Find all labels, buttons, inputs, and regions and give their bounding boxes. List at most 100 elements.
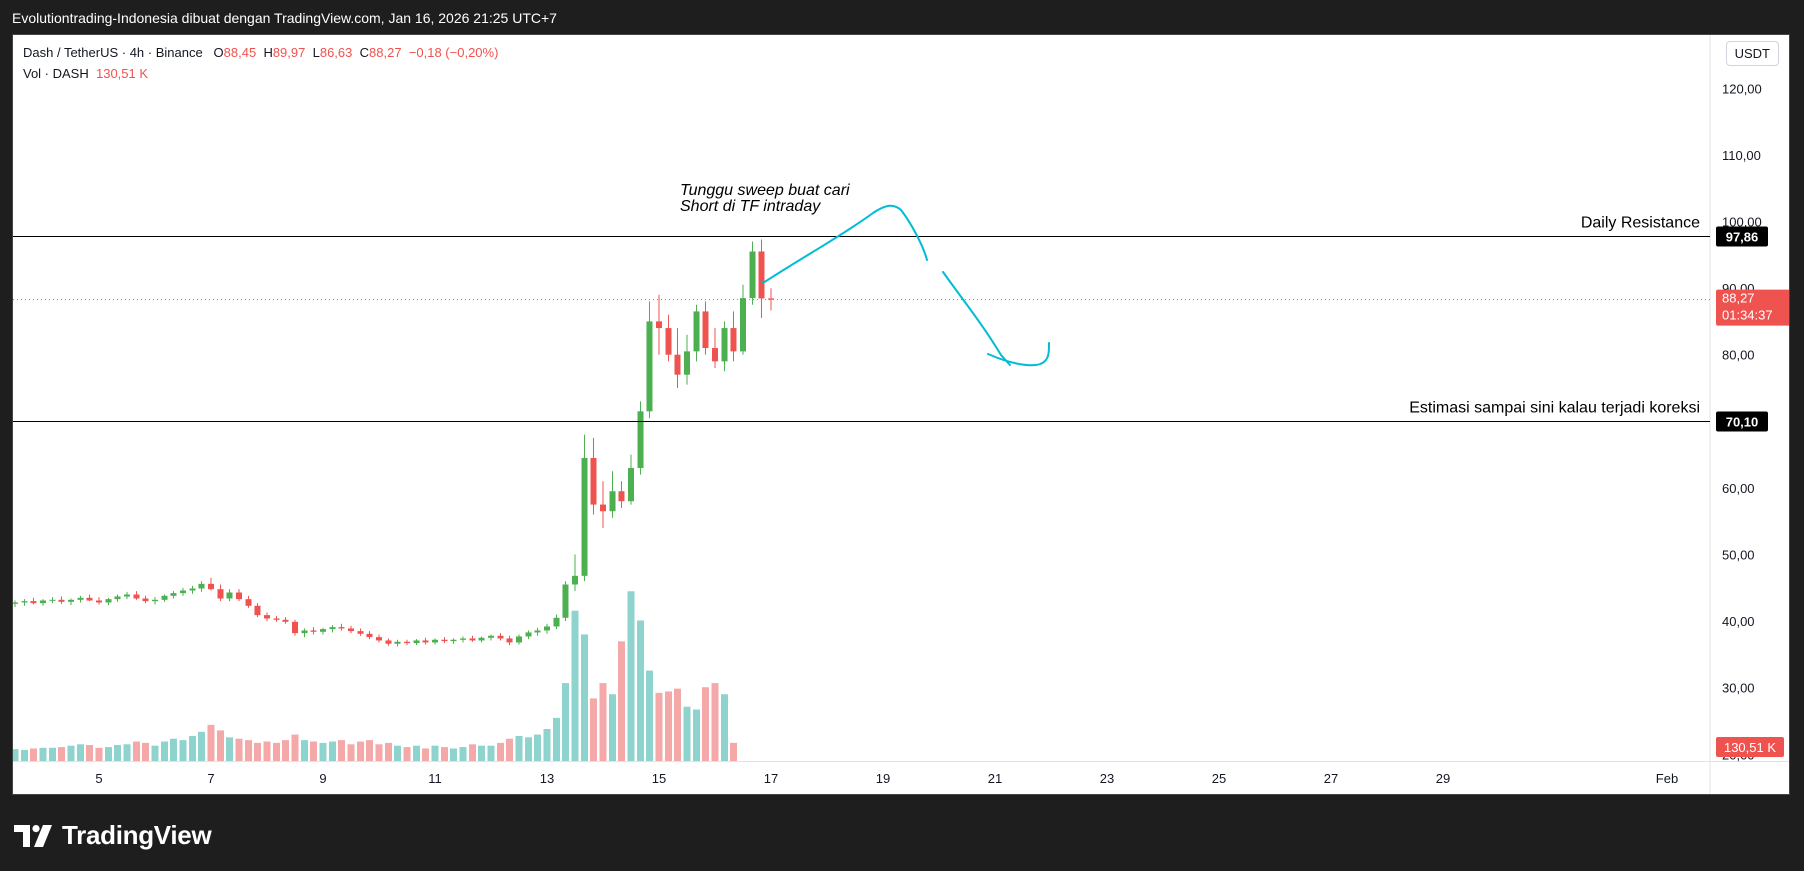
candle-body (376, 637, 382, 641)
candle-body (600, 504, 606, 512)
candle-body (693, 311, 700, 352)
legend-open-label: O (213, 45, 224, 60)
volume-bar (57, 747, 65, 761)
level-caption: Daily Resistance (1581, 215, 1700, 232)
y-tick-label: 120,00 (1722, 81, 1762, 96)
volume-bar (197, 731, 205, 761)
volume-bar (273, 742, 281, 761)
volume-bar (39, 747, 47, 761)
y-tick-label: 110,00 (1722, 148, 1761, 163)
volume-bar (179, 740, 187, 761)
legend-close-label: C (359, 45, 370, 60)
candle-body (264, 615, 270, 619)
price-labels-group: 97,86 70,10 88,27 01:34:37 130,51 K (1716, 226, 1789, 757)
candle-body (460, 638, 466, 640)
candle-body (478, 637, 485, 641)
candle-body (320, 629, 326, 632)
volume-bar (561, 683, 569, 761)
volume-bar (301, 740, 309, 761)
volume-bar (393, 745, 401, 761)
candle-body (30, 601, 37, 604)
candle-body (525, 632, 532, 637)
candle-body (49, 599, 56, 601)
volume-bar (141, 742, 149, 761)
x-tick-label: 5 (95, 771, 102, 786)
current-price-label-bg (1716, 289, 1789, 326)
volume-bar (693, 709, 701, 761)
candle-body (432, 639, 438, 643)
legend-high-value: 89,97 (272, 45, 306, 60)
legend-vol-label: Vol · DASH (23, 66, 89, 81)
volume-bar (469, 744, 477, 761)
candle-body (124, 594, 130, 597)
candles-group (13, 239, 774, 647)
annotation-line-2: Short di TF intraday (680, 198, 821, 215)
candle-body (133, 594, 140, 599)
volume-bar (655, 692, 663, 761)
volume-bar (357, 741, 365, 761)
candlestick-chart[interactable]: 120,00110,00100,0090,0080,0070,0060,0050… (13, 35, 1789, 794)
volume-bar (441, 747, 449, 761)
candle-body (749, 251, 756, 299)
candle-body (562, 584, 569, 618)
candle-body (170, 593, 177, 596)
volume-bar (169, 738, 177, 761)
volume-bar (449, 748, 457, 761)
legend-volume: Vol · DASH 130,51 K (23, 66, 148, 81)
volume-bar (319, 742, 327, 761)
x-tick-label: 19 (876, 771, 890, 786)
volume-bar (105, 747, 113, 761)
x-tick-label: 21 (988, 771, 1002, 786)
candle-body (161, 595, 168, 600)
y-tick-label: 80,00 (1722, 348, 1755, 363)
projection-path-up (762, 204, 928, 284)
candle-body (488, 635, 494, 638)
volume-bar (599, 683, 607, 761)
candle-body (217, 589, 224, 599)
candle-body (338, 627, 345, 629)
volume-bar (505, 738, 513, 761)
countdown-label: 01:34:37 (1722, 308, 1773, 323)
volume-bar (665, 691, 673, 761)
candle-body (282, 619, 289, 622)
volume-bar (581, 634, 589, 761)
volume-bar (347, 744, 355, 761)
legend-low-label: L (312, 45, 320, 60)
volume-bar (459, 747, 467, 761)
candle-body (366, 633, 373, 638)
candle-body (385, 640, 392, 644)
candle-body (758, 251, 765, 299)
volume-bar (729, 742, 737, 761)
x-tick-label: 17 (764, 771, 778, 786)
candle-body (301, 630, 308, 634)
y-tick-label: 30,00 (1722, 681, 1755, 696)
candle-body (469, 638, 476, 641)
volume-bar (309, 741, 317, 761)
volume-bar (589, 698, 597, 761)
chart-frame[interactable]: 120,00110,00100,0090,0080,0070,0060,0050… (12, 34, 1790, 795)
volume-bar (263, 741, 271, 761)
volume-bar (123, 744, 131, 761)
volume-bar (477, 745, 485, 761)
annotation-line-1: Tunggu sweep buat cari (680, 182, 850, 199)
legend-low-value: 86,63 (319, 45, 353, 60)
volume-bar (375, 744, 383, 761)
candle-body (553, 617, 560, 627)
candle-body (86, 597, 93, 601)
x-tick-label: 13 (540, 771, 554, 786)
candle-body (292, 621, 298, 634)
candle-body (646, 321, 653, 412)
currency-selector[interactable]: USDT (1725, 41, 1779, 66)
volume-bar (365, 740, 373, 761)
candle-body (544, 626, 550, 631)
volume-bar (543, 729, 551, 761)
volume-bar (281, 740, 289, 761)
volume-bar (673, 688, 681, 761)
candle-body (422, 640, 429, 643)
candle-body (450, 639, 457, 642)
tradingview-logo[interactable]: TradingView (14, 820, 212, 851)
x-tick-label: 11 (428, 771, 442, 786)
candle-body (329, 627, 336, 630)
candle-body (404, 641, 410, 644)
projection-path-hook (987, 342, 1050, 367)
